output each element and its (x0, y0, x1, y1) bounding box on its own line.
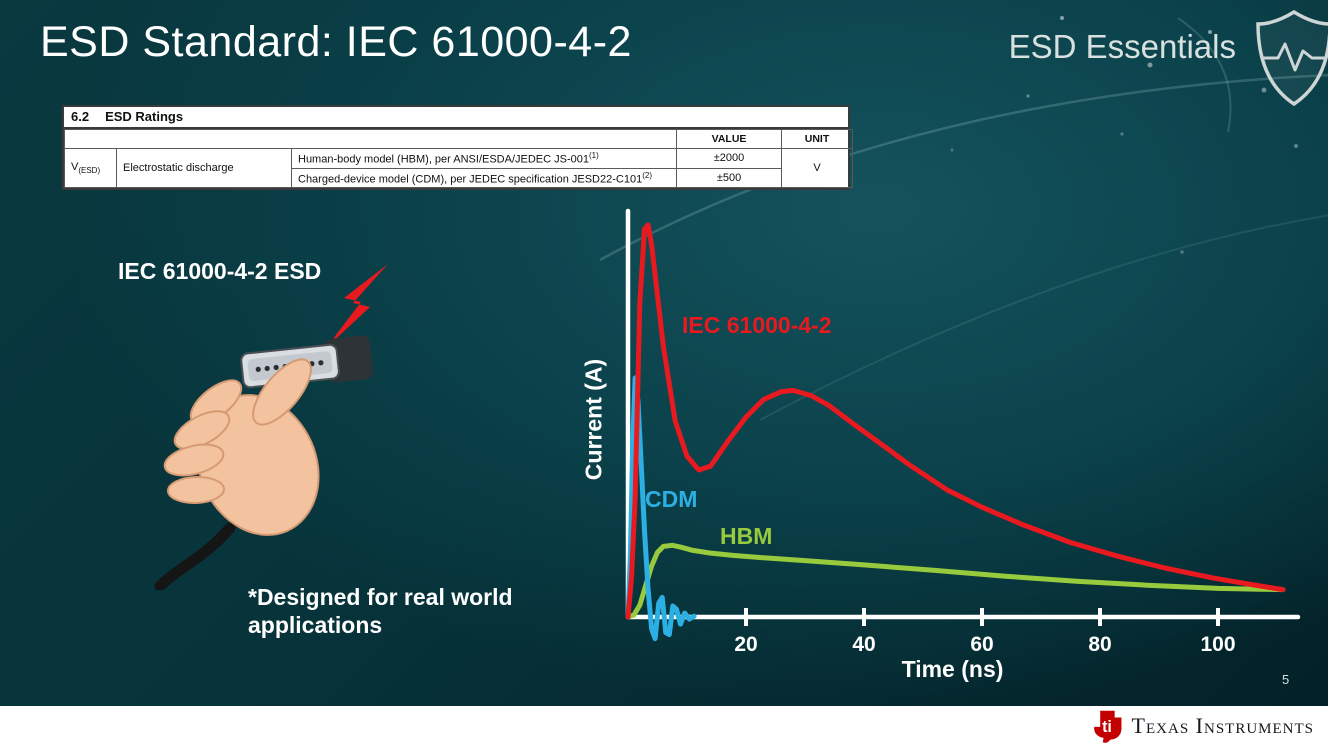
hbm-description: Human-body model (HBM), per ANSI/ESDA/JE… (298, 153, 589, 166)
cdm-description: Charged-device model (CDM), per JEDEC sp… (298, 173, 643, 186)
svg-text:40: 40 (852, 633, 875, 656)
cdm-footnote-sup: (2) (642, 170, 652, 180)
ti-logo-icon: ti (1093, 710, 1121, 743)
designed-note: *Designed for real world applications (248, 584, 513, 639)
param-symbol-main: V (71, 161, 79, 174)
row-value: ±2000 (676, 148, 783, 169)
y-axis-label: Current (A) (580, 358, 607, 481)
iec-esd-caption: IEC 61000-4-2 ESD (118, 258, 322, 284)
section-name: ESD Ratings (105, 109, 184, 124)
slide-title: ESD Standard: IEC 61000-4-2 (40, 18, 632, 66)
x-axis-label: Time (ns) (901, 656, 1004, 682)
esd-waveform-chart: 20 40 60 80 100 (625, 208, 1301, 656)
table-header-row: VALUE UNIT (63, 129, 854, 149)
ti-logo-letters: ti (1102, 718, 1112, 736)
esd-ratings-table: 6.2 ESD Ratings VALUE UNIT V(ESD) Electro… (62, 105, 854, 191)
esd-essentials-label: ESD Essentials (1008, 28, 1236, 65)
unit-cell: V (781, 147, 854, 189)
footer-bar: ti Texas Instruments (0, 706, 1328, 746)
hbm-footnote-sup: (1) (589, 151, 599, 160)
brand-text: Texas Instruments (1131, 713, 1314, 738)
shield-pulse-icon (1256, 9, 1328, 107)
svg-text:100: 100 (1200, 633, 1235, 656)
svg-text:80: 80 (1088, 633, 1111, 656)
section-number: 6.2 (71, 109, 90, 124)
page-number: 5 (1282, 672, 1290, 687)
row-description: Charged-device model (CDM), per JEDEC sp… (290, 167, 678, 189)
iec-curve-label: IEC 61000-4-2 (682, 312, 832, 338)
ti-logo: ti Texas Instruments (1090, 709, 1314, 743)
param-symbol: V(ESD) (64, 147, 117, 189)
lightning-bolt-icon (326, 264, 388, 348)
row-description: Human-body model (HBM), per ANSI/ESDA/JE… (290, 148, 678, 169)
table-row: V(ESD) Electrostatic discharge Human-bod… (64, 147, 854, 189)
header-blank-cell (63, 129, 678, 149)
value-header: VALUE (676, 129, 783, 149)
cable (154, 522, 236, 590)
unit-header: UNIT (781, 129, 854, 149)
table-section-title: 6.2 ESD Ratings (64, 107, 848, 129)
row-value: ±500 (676, 167, 783, 189)
table-row: Charged-device model (CDM), per JEDEC sp… (65, 167, 853, 189)
svg-text:60: 60 (970, 633, 993, 656)
cdm-curve-label: CDM (645, 486, 698, 512)
hbm-curve-label: HBM (720, 523, 773, 549)
svg-text:20: 20 (734, 633, 757, 656)
param-symbol-sub: (ESD) (78, 166, 101, 176)
hand (163, 358, 320, 536)
param-name: Electrostatic discharge (116, 147, 292, 189)
hand-hdmi-illustration (154, 264, 388, 590)
